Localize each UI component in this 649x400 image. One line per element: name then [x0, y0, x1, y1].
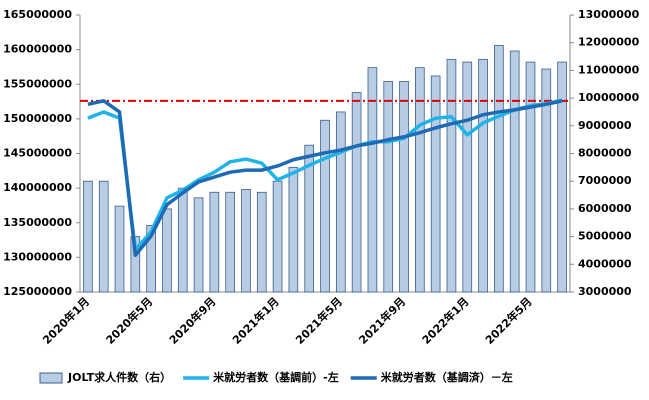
y-tick-label: 145000000	[3, 147, 72, 160]
y2-tick-label: 12000000	[578, 36, 640, 49]
bar	[399, 81, 409, 293]
bar	[256, 191, 267, 293]
legend-swatch	[39, 372, 63, 384]
y2-tick-label: 8000000	[578, 147, 632, 160]
x-tick-label: 2020年9月	[166, 294, 219, 347]
bar	[383, 81, 394, 293]
y2-tick-label: 3000000	[578, 285, 632, 298]
y-tick-label: 150000000	[3, 112, 72, 125]
bar	[335, 111, 346, 293]
y2-tick-label: 5000000	[578, 230, 632, 243]
y-tick-label: 165000000	[3, 8, 72, 21]
bar	[446, 58, 457, 293]
y-tick-label: 130000000	[3, 250, 72, 263]
x-tick-label: 2020年5月	[103, 294, 156, 347]
y2-tick-label: 7000000	[578, 174, 632, 187]
x-tick-label: 2022年1月	[419, 294, 472, 347]
line	[87, 98, 563, 252]
legend-label: 米就労者数（基調済）－左	[380, 370, 513, 384]
bar	[83, 180, 93, 293]
bar	[272, 180, 283, 293]
y-tick-label: 155000000	[3, 77, 72, 90]
bar	[193, 197, 204, 293]
bar	[541, 68, 552, 293]
bar	[162, 208, 172, 293]
x-tick-label: 2022年5月	[482, 294, 535, 347]
bar	[415, 67, 425, 293]
y2-tick-label: 9000000	[578, 119, 632, 132]
y-tick-label: 140000000	[3, 181, 72, 194]
legend-label: 米就労者数（基調前）-左	[212, 370, 339, 384]
bar	[288, 166, 299, 293]
bar	[98, 180, 109, 293]
bar	[320, 119, 330, 293]
bar	[525, 61, 536, 293]
x-tick-label: 2021年1月	[229, 294, 282, 347]
x-tick-label: 2020年1月	[40, 294, 93, 347]
bar	[114, 205, 125, 293]
y2-tick-label: 6000000	[578, 202, 632, 215]
bar	[430, 75, 441, 293]
x-tick-label: 2021年9月	[356, 294, 409, 347]
y-tick-label: 135000000	[3, 216, 72, 229]
y2-tick-label: 10000000	[578, 91, 640, 104]
y2-tick-label: 13000000	[578, 8, 640, 21]
x-tick-label: 2021年5月	[293, 294, 346, 347]
bar	[177, 187, 188, 293]
bar	[209, 191, 220, 293]
bar	[478, 58, 488, 293]
bar	[367, 67, 378, 293]
y2-tick-label: 4000000	[578, 257, 632, 270]
bar	[494, 45, 504, 293]
bar	[241, 189, 251, 293]
bar	[146, 225, 156, 293]
bar	[557, 61, 567, 293]
bar	[509, 50, 520, 293]
bar	[351, 92, 362, 293]
y-tick-label: 125000000	[3, 285, 72, 298]
y2-tick-label: 11000000	[578, 63, 640, 76]
bar	[225, 191, 235, 293]
bar	[462, 61, 473, 293]
line	[87, 99, 563, 258]
y-tick-label: 160000000	[3, 43, 72, 56]
bar	[304, 144, 315, 293]
legend-label: JOLT求人件数（右）	[67, 370, 171, 384]
